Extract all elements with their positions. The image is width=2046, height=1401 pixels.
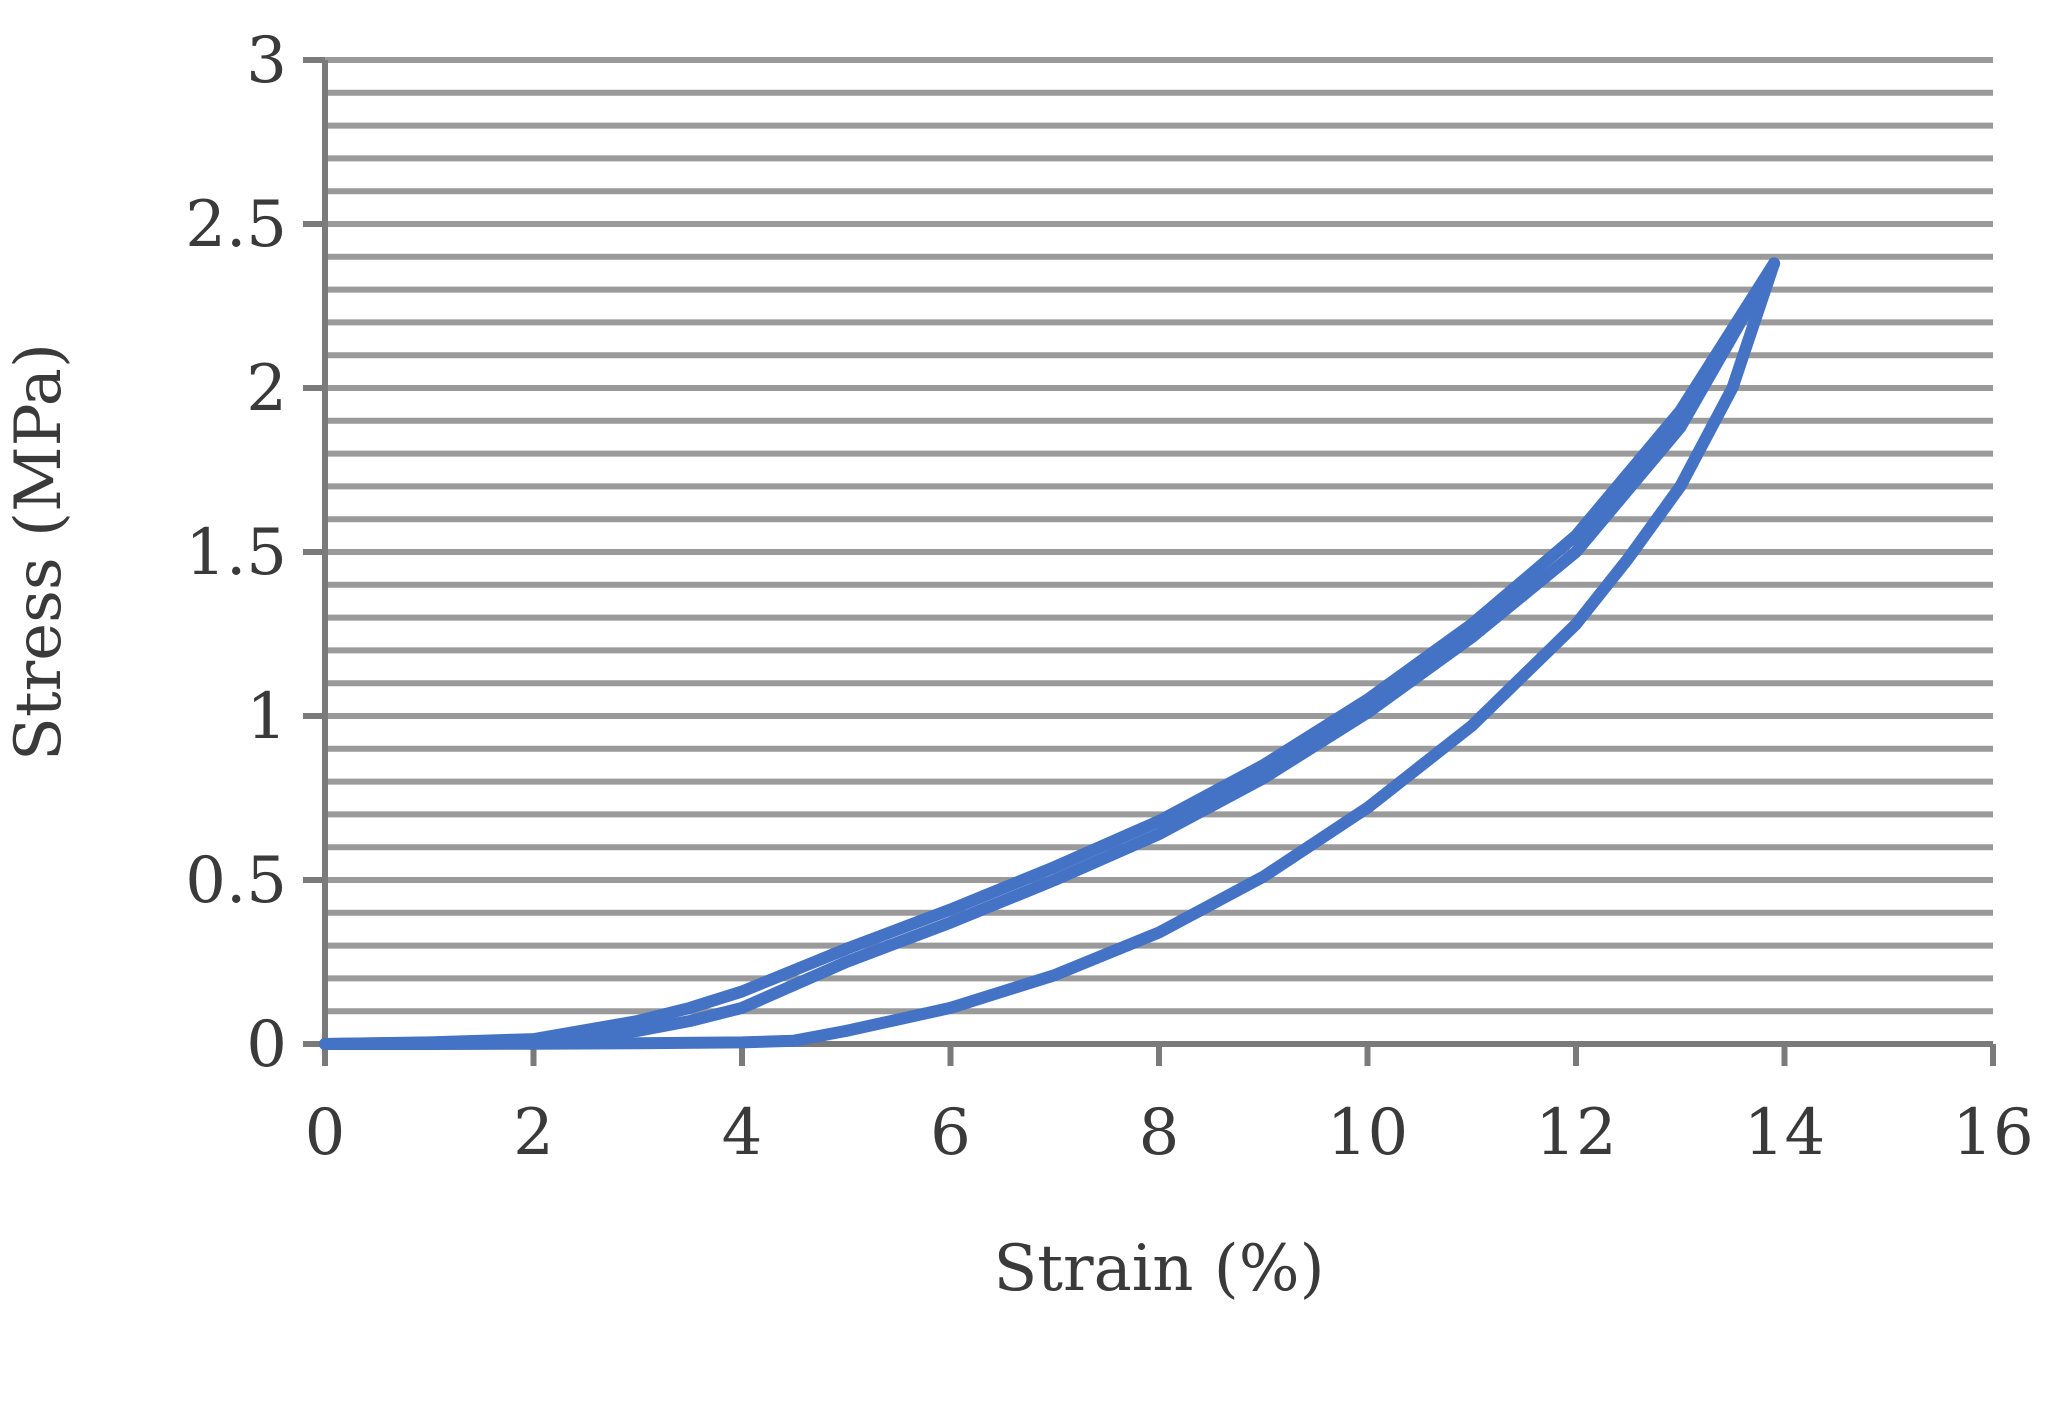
x-tick-labels: 0 2 4 6 8 10 12 14 16 xyxy=(305,1096,2034,1170)
y-axis-title: Stress (MPa) xyxy=(2,343,76,761)
y-tick-label: 3 xyxy=(246,24,287,98)
series-line-1 xyxy=(319,257,1781,1050)
series-line-2 xyxy=(319,257,1781,1050)
y-tick-label: 2 xyxy=(246,352,287,426)
y-tick-label: 0 xyxy=(246,1008,287,1082)
x-tick-label: 0 xyxy=(305,1096,346,1170)
x-tick-label: 14 xyxy=(1744,1096,1825,1170)
x-tick-label: 2 xyxy=(513,1096,554,1170)
x-tick-label: 6 xyxy=(930,1096,971,1170)
gridlines xyxy=(325,57,1993,1015)
x-axis-title: Strain (%) xyxy=(993,1232,1324,1306)
x-tick-label: 10 xyxy=(1327,1096,1408,1170)
series-lines xyxy=(319,257,1781,1050)
y-tick-label: 2.5 xyxy=(185,188,287,262)
y-tick-label: 1.5 xyxy=(185,516,287,590)
y-tick-labels: 0 0.5 1 1.5 2 2.5 3 xyxy=(185,24,287,1082)
x-tick-label: 8 xyxy=(1139,1096,1180,1170)
x-tick-label: 16 xyxy=(1952,1096,2033,1170)
x-tick-label: 12 xyxy=(1535,1096,1616,1170)
y-tick-label: 0.5 xyxy=(185,844,287,918)
series-line-3 xyxy=(319,257,1781,1050)
x-tick-label: 4 xyxy=(722,1096,763,1170)
y-tick-label: 1 xyxy=(246,680,287,754)
